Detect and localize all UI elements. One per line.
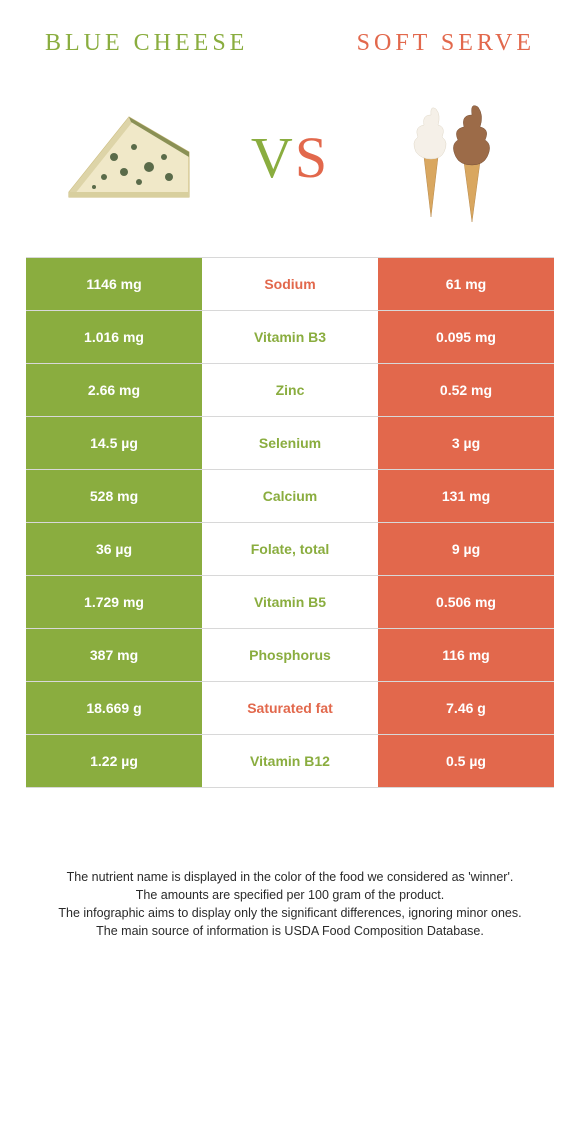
right-value-cell: 9 µg xyxy=(378,523,554,576)
table-row: 2.66 mgZinc0.52 mg xyxy=(26,364,554,417)
nutrient-label-cell: Vitamin B3 xyxy=(202,311,378,364)
right-food-title: Soft serve xyxy=(357,30,535,57)
left-value-cell: 528 mg xyxy=(26,470,202,523)
left-value-cell: 18.669 g xyxy=(26,682,202,735)
soft-serve-image xyxy=(376,87,526,227)
comparison-table: 1146 mgSodium61 mg1.016 mgVitamin B30.09… xyxy=(26,257,554,788)
nutrient-label-cell: Saturated fat xyxy=(202,682,378,735)
right-value-cell: 116 mg xyxy=(378,629,554,682)
right-value-cell: 0.095 mg xyxy=(378,311,554,364)
table-row: 1.22 µgVitamin B120.5 µg xyxy=(26,735,554,788)
left-value-cell: 1.729 mg xyxy=(26,576,202,629)
nutrient-label-cell: Zinc xyxy=(202,364,378,417)
right-value-cell: 7.46 g xyxy=(378,682,554,735)
table-row: 18.669 gSaturated fat7.46 g xyxy=(26,682,554,735)
right-value-cell: 61 mg xyxy=(378,258,554,311)
footer-line-2: The amounts are specified per 100 gram o… xyxy=(40,886,540,904)
footer-line-4: The main source of information is USDA F… xyxy=(40,922,540,940)
softserve-icon xyxy=(386,87,516,227)
right-value-cell: 0.5 µg xyxy=(378,735,554,788)
table-row: 387 mgPhosphorus116 mg xyxy=(26,629,554,682)
table-row: 1146 mgSodium61 mg xyxy=(26,258,554,311)
table-row: 36 µgFolate, total9 µg xyxy=(26,523,554,576)
right-value-cell: 3 µg xyxy=(378,417,554,470)
blue-cheese-image xyxy=(54,87,204,227)
cheese-icon xyxy=(59,102,199,212)
left-value-cell: 387 mg xyxy=(26,629,202,682)
table-row: 1.729 mgVitamin B50.506 mg xyxy=(26,576,554,629)
left-value-cell: 1146 mg xyxy=(26,258,202,311)
nutrient-label-cell: Sodium xyxy=(202,258,378,311)
table-row: 1.016 mgVitamin B30.095 mg xyxy=(26,311,554,364)
table-row: 14.5 µgSelenium3 µg xyxy=(26,417,554,470)
right-value-cell: 0.52 mg xyxy=(378,364,554,417)
footer-notes: The nutrient name is displayed in the co… xyxy=(0,788,580,941)
vs-label: VS xyxy=(251,124,329,191)
right-value-cell: 131 mg xyxy=(378,470,554,523)
vs-v-letter: V xyxy=(251,125,295,190)
nutrient-label-cell: Vitamin B12 xyxy=(202,735,378,788)
right-value-cell: 0.506 mg xyxy=(378,576,554,629)
header-row: Blue cheese Soft serve xyxy=(0,0,580,67)
images-row: VS xyxy=(0,67,580,257)
vs-s-letter: S xyxy=(295,125,329,190)
left-value-cell: 14.5 µg xyxy=(26,417,202,470)
nutrient-label-cell: Folate, total xyxy=(202,523,378,576)
left-food-title: Blue cheese xyxy=(45,30,248,57)
footer-line-1: The nutrient name is displayed in the co… xyxy=(40,868,540,886)
left-value-cell: 2.66 mg xyxy=(26,364,202,417)
nutrient-label-cell: Vitamin B5 xyxy=(202,576,378,629)
nutrient-label-cell: Calcium xyxy=(202,470,378,523)
left-value-cell: 1.22 µg xyxy=(26,735,202,788)
table-row: 528 mgCalcium131 mg xyxy=(26,470,554,523)
nutrient-label-cell: Phosphorus xyxy=(202,629,378,682)
footer-line-3: The infographic aims to display only the… xyxy=(40,904,540,922)
nutrient-label-cell: Selenium xyxy=(202,417,378,470)
left-value-cell: 1.016 mg xyxy=(26,311,202,364)
left-value-cell: 36 µg xyxy=(26,523,202,576)
